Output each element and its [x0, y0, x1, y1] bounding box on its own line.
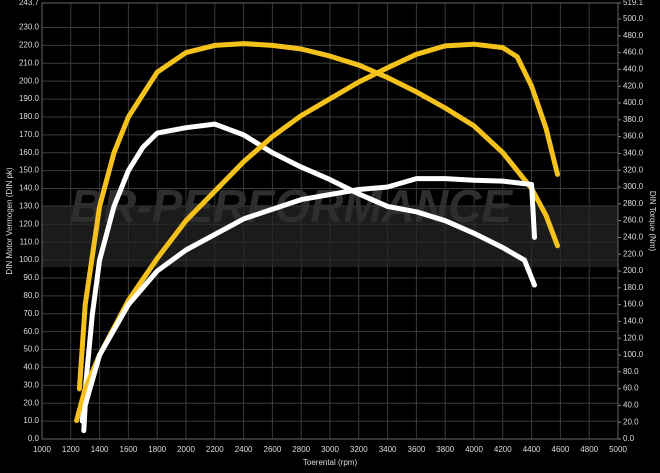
y2-tick-label: 240.0: [623, 233, 644, 242]
series-line: [81, 176, 537, 434]
y2-tick-label: 380.0: [623, 115, 644, 124]
y2-tick-label: 440.0: [623, 65, 644, 74]
y2-tick-label: 420.0: [623, 81, 644, 90]
x-tick-label: 4400: [523, 445, 541, 454]
x-tick-label: 4200: [494, 445, 512, 454]
x-tick-label: 3000: [321, 445, 339, 454]
y-tick-label: 140.0: [19, 184, 40, 193]
x-tick-label: 1800: [148, 445, 166, 454]
y2-tick-label: 140.0: [623, 317, 644, 326]
y2-tick-label: 360.0: [623, 132, 644, 141]
y2-tick-label: 480.0: [623, 31, 644, 40]
y-tick-label: 70.0: [23, 309, 39, 318]
x-tick-label: 2600: [264, 445, 282, 454]
y2-tick-label: 519.1: [623, 0, 644, 7]
x-tick-label: 4800: [580, 445, 598, 454]
x-tick-label: 1600: [120, 445, 138, 454]
x-tick-label: 1200: [62, 445, 80, 454]
y2-tick-label: 300.0: [623, 182, 644, 191]
x-tick-label: 2200: [206, 445, 224, 454]
y-tick-label: 50.0: [23, 345, 39, 354]
y2-tick-label: 220.0: [623, 249, 644, 258]
x-tick-label: 4600: [552, 445, 570, 454]
y-tick-label: 220.0: [19, 41, 40, 50]
y2-tick-label: 260.0: [623, 216, 644, 225]
x-tick-label: 1400: [91, 445, 109, 454]
y-tick-label: 10.0: [23, 416, 39, 425]
series-line: [79, 121, 537, 424]
y-axis-label: DIN Motor Vermogen (DIN pk): [5, 167, 14, 274]
y2-tick-label: 80.0: [623, 367, 639, 376]
y2-tick-label: 120.0: [623, 333, 644, 342]
y-tick-label: 0.0: [28, 434, 40, 443]
y2-tick-label: 500.0: [623, 14, 644, 23]
y2-tick-label: 100.0: [623, 350, 644, 359]
y2-tick-label: 400.0: [623, 98, 644, 107]
y-tick-label: 110.0: [20, 237, 40, 246]
y-tick-label: 130.0: [19, 202, 40, 211]
y-tick-label: 210.0: [19, 58, 40, 67]
y-tick-label: 200.0: [19, 76, 40, 85]
x-tick-label: 3800: [436, 445, 454, 454]
y-tick-label: 230.0: [19, 23, 40, 32]
x-tick-label: 2800: [292, 445, 310, 454]
y2-tick-label: 340.0: [623, 149, 644, 158]
x-tick-label: 2000: [177, 445, 195, 454]
x-tick-label: 3200: [350, 445, 368, 454]
x-tick-label: 5000: [609, 445, 627, 454]
y2-tick-label: 40.0: [623, 401, 639, 410]
y2-axis-label: DIN Torque (Nm): [648, 191, 657, 252]
plot-border: [41, 2, 619, 440]
y-tick-label: 150.0: [19, 166, 40, 175]
y-tick-label: 30.0: [23, 380, 39, 389]
y2-tick-label: 460.0: [623, 48, 644, 57]
y-tick-label: 190.0: [19, 94, 40, 103]
y2-tick-label: 180.0: [623, 283, 644, 292]
y2-tick-label: 20.0: [623, 417, 639, 426]
y2-tick-label: 60.0: [623, 384, 639, 393]
y2-tick-label: 0.0: [623, 434, 635, 443]
y2-tick-label: 280.0: [623, 199, 644, 208]
x-axis-label: Toerental (rpm): [303, 458, 358, 467]
x-tick-label: 2400: [235, 445, 253, 454]
x-tick-label: 3400: [379, 445, 397, 454]
y-tick-label: 90.0: [23, 273, 39, 282]
y2-tick-label: 320.0: [623, 165, 644, 174]
x-tick-label: 1000: [33, 445, 51, 454]
y-tick-label: 120.0: [19, 219, 40, 228]
x-tick-label: 3600: [408, 445, 426, 454]
y-tick-label: 160.0: [19, 148, 40, 157]
watermark-title: BR-PERFORMANCE: [70, 180, 513, 232]
y-tick-label: 243.7: [19, 0, 40, 7]
series-line: [74, 41, 560, 423]
y-tick-label: 40.0: [23, 363, 39, 372]
x-tick-label: 4000: [465, 445, 483, 454]
watermark-subtitle: engine optimisation: [110, 236, 358, 258]
series-line: [76, 41, 560, 392]
y-tick-label: 170.0: [19, 130, 40, 139]
y-tick-label: 80.0: [23, 291, 39, 300]
y2-tick-label: 160.0: [623, 300, 644, 309]
y-tick-label: 60.0: [23, 327, 39, 336]
y-tick-label: 100.0: [19, 255, 40, 264]
y-tick-label: 180.0: [19, 112, 40, 121]
y2-tick-label: 200.0: [623, 266, 644, 275]
y-tick-label: 20.0: [23, 398, 39, 407]
